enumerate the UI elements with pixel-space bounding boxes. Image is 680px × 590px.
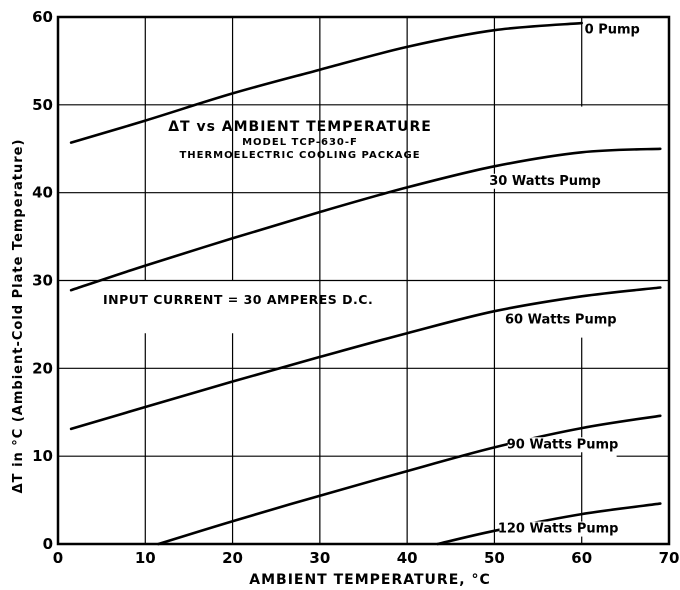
series-line bbox=[157, 414, 662, 546]
y-axis-label: ΔT in °C (Ambient-Cold Plate Temperature… bbox=[11, 139, 26, 494]
y-tick-label: 50 bbox=[32, 96, 53, 114]
series-line bbox=[69, 21, 583, 144]
series-label-backdrop bbox=[490, 173, 600, 189]
x-tick-label: 20 bbox=[222, 549, 243, 567]
y-tick-label: 40 bbox=[32, 184, 53, 202]
y-tick-label: 20 bbox=[32, 359, 53, 377]
chart-subtitle-package: THERMOELECTRIC COOLING PACKAGE bbox=[179, 150, 420, 161]
y-tick-label: 60 bbox=[32, 8, 53, 26]
series-label: 60 Watts Pump bbox=[505, 313, 617, 328]
x-tick-label: 0 bbox=[53, 549, 63, 567]
input-current-annotation: INPUT CURRENT = 30 AMPERES D.C. bbox=[103, 292, 373, 307]
y-tick-label: 30 bbox=[32, 272, 53, 290]
series-label: 0 Pump bbox=[585, 23, 640, 38]
x-tick-label: 50 bbox=[484, 549, 505, 567]
series-label-backdrop bbox=[507, 437, 618, 453]
x-tick-label: 30 bbox=[309, 549, 330, 567]
series-lines bbox=[69, 21, 662, 546]
series-line bbox=[69, 147, 662, 292]
series-line bbox=[436, 502, 662, 546]
series-label: 30 Watts Pump bbox=[489, 174, 601, 189]
y-tick-label: 10 bbox=[32, 447, 53, 465]
series-label: 90 Watts Pump bbox=[507, 437, 619, 452]
x-tick-labels: 0 10 20 30 40 50 60 70 bbox=[53, 549, 680, 567]
plot-frame bbox=[56, 15, 671, 546]
series-label-backdrop bbox=[499, 521, 617, 537]
chart-title: ΔT vs AMBIENT TEMPERATURE bbox=[168, 119, 432, 135]
x-tick-label: 70 bbox=[659, 549, 680, 567]
x-tick-label: 40 bbox=[397, 549, 418, 567]
y-tick-label: 0 bbox=[43, 535, 53, 553]
x-axis-label: AMBIENT TEMPERATURE, °C bbox=[249, 572, 490, 588]
series-label-backdrop bbox=[506, 312, 616, 328]
series-label-backdrop bbox=[584, 22, 640, 38]
x-tick-label: 60 bbox=[571, 549, 592, 567]
grid-lines bbox=[58, 17, 669, 544]
series-line bbox=[69, 286, 662, 431]
x-tick-label: 10 bbox=[135, 549, 156, 567]
series-label: 120 Watts Pump bbox=[498, 522, 619, 537]
series-labels: 0 Pump 30 Watts Pump 60 Watts Pump 90 Watts… bbox=[489, 23, 640, 537]
chart-subtitle-model: MODEL TCP-630-F bbox=[242, 137, 358, 148]
y-tick-labels: 0 10 20 30 40 50 60 bbox=[32, 8, 53, 553]
